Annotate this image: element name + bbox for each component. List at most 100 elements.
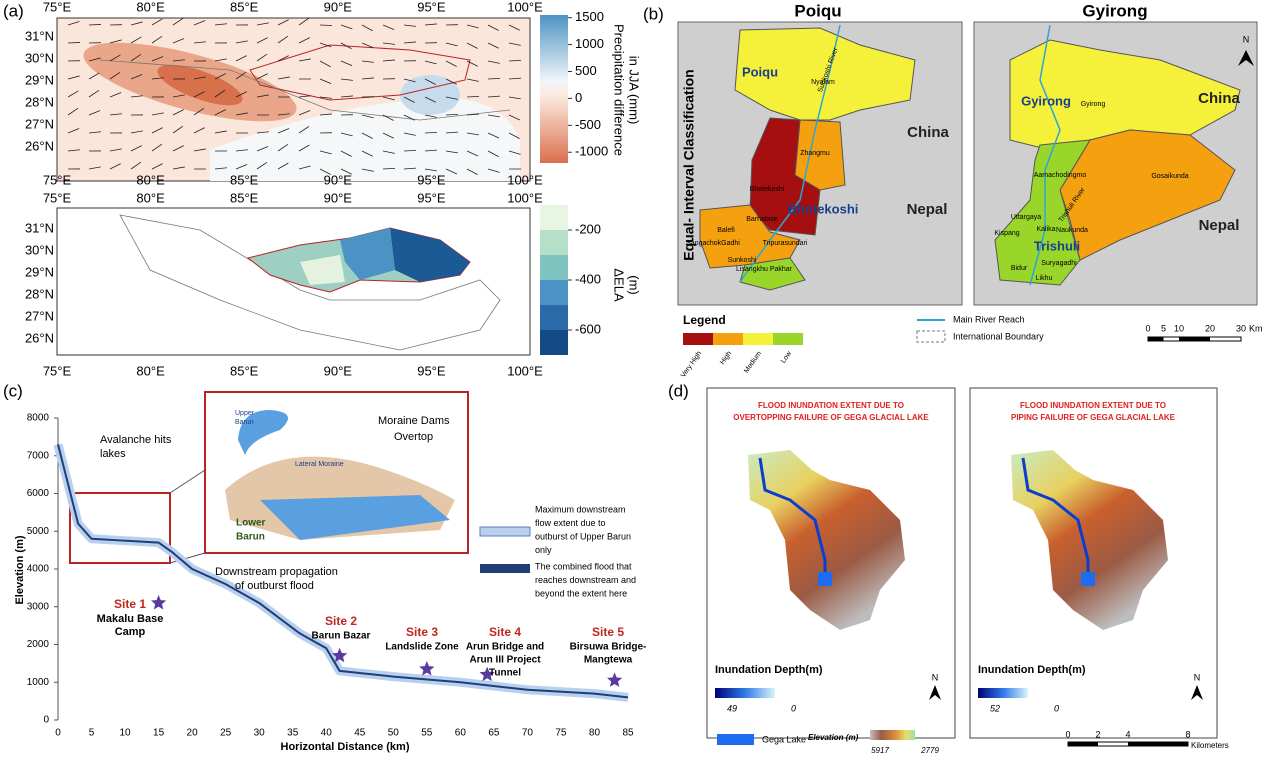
place-label: Kalika: [1036, 226, 1055, 233]
scale-segment: [1179, 337, 1210, 341]
x-tick-label: 5: [89, 728, 95, 739]
terrain: [715, 450, 1203, 745]
wind-arrow: [214, 167, 227, 170]
legend-label: 0: [791, 703, 796, 713]
place-label: Aamachodingmo: [1034, 172, 1087, 179]
map-title: Poiqu: [794, 1, 841, 20]
colorbar-ela: [540, 205, 568, 355]
wind-arrow: [298, 144, 310, 152]
wind-arrow: [466, 168, 478, 175]
panel-label: (c): [3, 381, 23, 400]
colorbar-title: (m): [627, 275, 642, 295]
wind-arrow: [445, 60, 457, 67]
legend-label: 49: [727, 703, 737, 713]
wind-arrow: [361, 42, 374, 48]
wind-arrow: [319, 96, 332, 99]
wind-arrow: [298, 37, 310, 44]
wind-arrow: [403, 41, 416, 44]
wind-arrow: [487, 114, 500, 118]
lon-label: 75°E: [43, 0, 72, 14]
colorbar-label: 1000: [575, 36, 604, 51]
wind-arrow: [340, 42, 352, 50]
colorbar-label: -400: [575, 271, 601, 286]
y-tick-label: 1000: [27, 677, 50, 688]
wind-arrow: [256, 37, 268, 44]
site-name: Landslide Zone: [385, 642, 459, 653]
x-tick-label: 65: [488, 728, 500, 739]
wind-arrow: [256, 162, 268, 170]
place-label: Sunkoshi: [728, 257, 757, 264]
wind-arrow: [151, 56, 164, 62]
wind-arrow: [235, 149, 248, 152]
map-title: Gyirong: [1082, 1, 1147, 20]
lat-label: 27°N: [25, 308, 54, 323]
legend-label: Maximum downstream: [535, 504, 626, 514]
wind-arrow: [487, 24, 499, 31]
place-label: Likhu: [1036, 275, 1053, 282]
lon-label: 85°E: [230, 363, 259, 378]
annotation: Downstream propagation: [215, 566, 338, 578]
site-star: [332, 647, 348, 663]
place-label: Barhabise: [746, 216, 778, 223]
colorbar-label: -200: [575, 221, 601, 236]
wind-arrow: [151, 112, 164, 116]
annotation: Overtop: [394, 431, 433, 443]
colorbar-label: -500: [575, 117, 601, 132]
wind-arrow: [403, 78, 416, 83]
scale-segment: [1128, 742, 1188, 746]
wind-arrow: [466, 42, 478, 49]
wind-arrow: [382, 42, 395, 45]
wind-arrow: [88, 166, 101, 170]
legend-swatch: [683, 333, 713, 345]
wind-arrow: [445, 150, 458, 154]
legend-title: Legend: [683, 313, 726, 327]
x-tick-label: 20: [187, 728, 199, 739]
place-label: Naukunda: [1056, 227, 1088, 234]
lon-label: 85°E: [230, 172, 259, 187]
wind-arrow: [151, 77, 164, 80]
x-tick-label: 55: [421, 728, 433, 739]
wind-arrow: [466, 132, 479, 136]
wind-arrow: [403, 167, 416, 170]
site-label: Site 4: [489, 625, 521, 639]
place-label: Poiqu: [742, 64, 778, 79]
x-tick-label: 10: [119, 728, 131, 739]
wind-arrow: [508, 96, 521, 100]
map-precip: [56, 17, 531, 182]
wind-arrow: [235, 112, 248, 116]
wind-arrow: [298, 95, 311, 98]
panel-label: (d): [668, 381, 689, 400]
lon-label: 95°E: [417, 190, 446, 205]
site-name: Birsuwa Bridge-: [570, 642, 647, 653]
map-title: FLOOD INUNDATION EXTENT DUE TO: [1020, 401, 1166, 410]
wind-arrow: [151, 18, 163, 26]
wind-arrow: [298, 165, 311, 170]
wind-arrow: [445, 131, 458, 134]
lon-label: 100°E: [507, 363, 543, 378]
wind-arrow: [424, 149, 437, 152]
north-label: N: [932, 672, 939, 682]
wind-arrow: [109, 113, 122, 116]
wind-arrow: [88, 131, 101, 134]
legend-label: 0: [1054, 703, 1059, 713]
colorbar-step: [540, 305, 568, 330]
wind-arrow: [445, 113, 459, 116]
y-tick-label: 4000: [27, 564, 50, 575]
wind-arrow: [235, 164, 248, 170]
wind-arrow: [277, 162, 289, 170]
wind-arrow: [340, 95, 353, 98]
wind-arrow: [172, 109, 184, 116]
wind-arrow: [193, 76, 206, 80]
wind-arrow: [487, 42, 499, 49]
wind-arrow: [445, 168, 458, 175]
wind-arrow: [508, 24, 520, 31]
map-title: PIPING FAILURE OF GEGA GLACIAL LAKE: [1011, 413, 1176, 422]
wind-arrow: [193, 148, 206, 152]
place-label: Uttargaya: [1011, 214, 1041, 221]
lat-label: 29°N: [25, 264, 54, 279]
legend-label: High: [719, 350, 733, 366]
site-star: [419, 661, 435, 676]
wind-arrow: [256, 131, 269, 134]
wind-arrow: [361, 150, 373, 157]
